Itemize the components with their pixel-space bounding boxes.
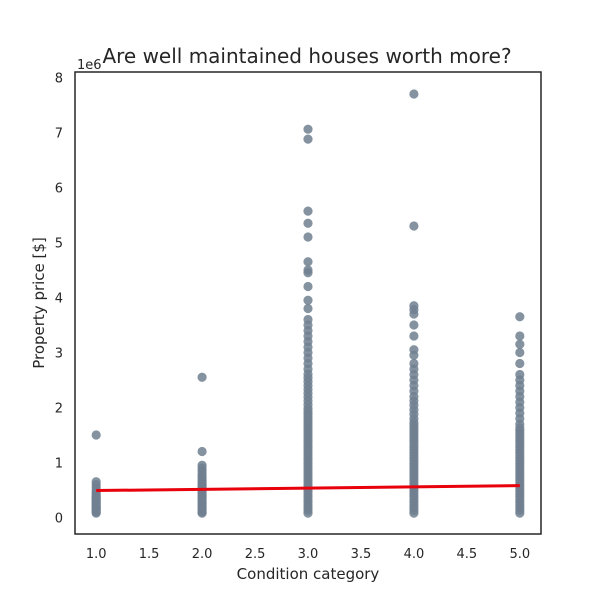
y-tick-label: 7 <box>55 127 63 142</box>
data-point <box>197 372 207 382</box>
data-point <box>303 295 313 305</box>
data-point <box>515 347 525 358</box>
data-point <box>409 301 419 311</box>
data-point <box>303 206 313 216</box>
regression-layer <box>96 484 520 493</box>
data-point <box>409 221 419 231</box>
y-tick-label: 2 <box>55 402 63 417</box>
data-point <box>303 265 313 275</box>
plot-frame <box>74 71 542 535</box>
chart-title: Are well maintained houses worth more? <box>102 44 511 68</box>
y-tick-label: 1 <box>55 457 63 472</box>
data-point <box>515 339 525 349</box>
data-point <box>303 257 313 267</box>
x-tick-label: 2.5 <box>245 547 266 562</box>
x-tick-label: 3.0 <box>298 547 319 562</box>
data-point <box>303 232 313 242</box>
data-point <box>515 312 525 322</box>
data-point <box>515 331 525 341</box>
x-axis-label: Condition category <box>237 565 380 583</box>
data-point <box>515 369 525 380</box>
regression-line <box>96 484 520 493</box>
y-tick-label: 3 <box>55 347 63 362</box>
data-point <box>303 218 313 228</box>
x-tick-label: 2.0 <box>192 547 213 562</box>
y-tick-label: 6 <box>55 182 63 197</box>
data-point <box>409 89 419 99</box>
data-point <box>91 430 101 440</box>
data-point <box>303 303 313 314</box>
y-tick-label: 4 <box>55 292 63 307</box>
x-tick-label: 5.0 <box>509 547 530 562</box>
data-point <box>303 124 313 134</box>
data-point <box>515 358 525 369</box>
points-layer <box>91 89 525 518</box>
data-point <box>409 345 419 355</box>
data-point <box>197 446 207 457</box>
x-tick-label: 4.0 <box>404 547 425 562</box>
data-point <box>303 314 313 325</box>
y-tick-label: 0 <box>55 512 63 527</box>
y-offset-label: 1e6 <box>77 58 102 73</box>
x-tick-label: 1.0 <box>86 547 107 562</box>
data-point <box>409 320 419 330</box>
x-tick-label: 3.5 <box>351 547 372 562</box>
data-point <box>197 460 207 470</box>
data-point <box>409 358 419 369</box>
y-tick-label: 8 <box>55 72 63 87</box>
x-tick-label: 1.5 <box>139 547 160 562</box>
data-point <box>91 477 101 487</box>
ticks-layer: 1.0 1.5 2.0 2.5 3.0 3.5 4.0 4.5 5.0 0 1 2 3 4 5 6 7 8 <box>55 72 530 563</box>
data-point <box>303 134 313 144</box>
y-axis-label: Property price [$] <box>30 237 48 369</box>
x-tick-label: 4.5 <box>457 547 478 562</box>
y-tick-label: 5 <box>55 237 63 252</box>
data-point <box>303 281 313 292</box>
data-point <box>409 331 419 341</box>
